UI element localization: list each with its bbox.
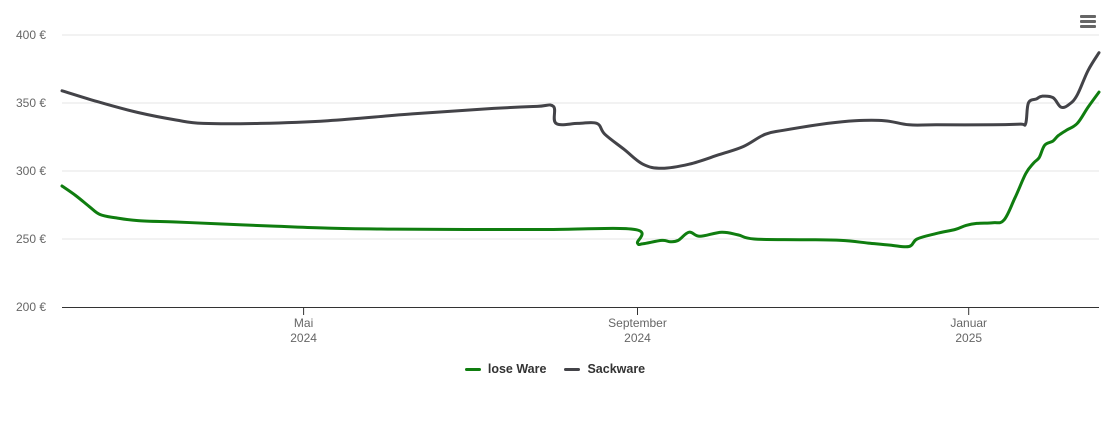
hamburger-menu-icon bbox=[1080, 15, 1096, 18]
legend-label-lose-ware: lose Ware bbox=[487, 362, 547, 376]
series-line-sackware[interactable] bbox=[60, 51, 1101, 170]
series-line-lose-ware[interactable] bbox=[60, 90, 1101, 249]
x-tick-label-month: September bbox=[608, 316, 667, 330]
gridlines bbox=[62, 34, 1099, 240]
series-lines bbox=[60, 51, 1101, 249]
legend-swatch-lose-ware bbox=[464, 367, 481, 371]
hamburger-menu-icon-bar bbox=[1080, 25, 1096, 28]
y-tick-label: 300 € bbox=[16, 164, 46, 178]
x-tick-label-month: Mai bbox=[294, 316, 313, 330]
chart-menu-button[interactable] bbox=[1075, 10, 1101, 34]
y-tick-label: 350 € bbox=[16, 96, 46, 110]
legend-item-sackware[interactable]: Sackware bbox=[564, 362, 645, 376]
legend: lose Ware Sackware bbox=[0, 362, 1110, 376]
hamburger-menu-icon-bar bbox=[1080, 20, 1096, 23]
x-tick-label-year: 2025 bbox=[955, 331, 982, 345]
x-tick-label-year: 2024 bbox=[290, 331, 317, 345]
y-axis-labels: 200 € 250 € 300 € 350 € 400 € bbox=[16, 28, 46, 314]
legend-swatch-sackware bbox=[564, 367, 581, 371]
legend-item-lose-ware[interactable]: lose Ware bbox=[464, 362, 547, 376]
y-tick-label: 250 € bbox=[16, 232, 46, 246]
x-tick-label-month: Januar bbox=[950, 316, 987, 330]
x-tick-label-year: 2024 bbox=[624, 331, 651, 345]
y-tick-label: 200 € bbox=[16, 300, 46, 314]
y-tick-label: 400 € bbox=[16, 28, 46, 42]
legend-label-sackware: Sackware bbox=[587, 362, 646, 376]
